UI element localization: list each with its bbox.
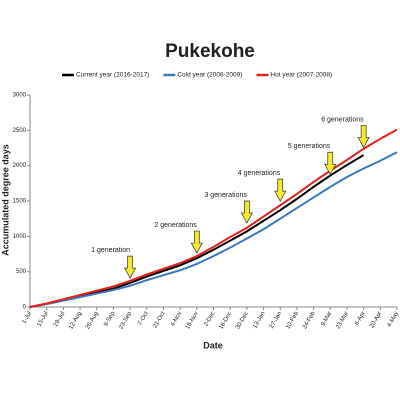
annotation-arrow [240, 200, 253, 224]
x-tick-label: 9-Sep [103, 310, 117, 327]
x-tick-label: 30-Dec [235, 311, 250, 331]
annotation-arrow [274, 178, 287, 202]
x-tick-label: 2-Dec [203, 311, 216, 328]
x-tick-label: 15-Jul [36, 311, 49, 328]
legend-label: Cold year (2008-2009) [177, 72, 242, 79]
y-tick-label: 2500 [13, 128, 27, 134]
x-axis-label: Date [203, 340, 223, 350]
series-line [29, 151, 398, 308]
x-tick-label: 9-Mar [320, 311, 333, 328]
x-tick-label: 10-Feb [285, 310, 300, 330]
annotation-label: 3 generations [204, 192, 247, 199]
x-tick-label: 6-Apr [354, 311, 367, 327]
annotation-arrow [324, 151, 337, 175]
x-tick-label: 23-Mar [335, 311, 350, 330]
x-tick-label: 21-Oct [152, 311, 166, 330]
chart-title: Pukekohe [165, 41, 255, 62]
y-tick-label: 2000 [13, 163, 27, 169]
x-tick-label: 13-Jan [252, 311, 266, 330]
y-tick-label: 3000 [13, 93, 27, 99]
annotation-arrow [357, 125, 370, 149]
x-tick-label: 4-Nov [170, 311, 183, 328]
y-tick-label: 1500 [13, 199, 27, 205]
x-tick-label: 4-May [387, 311, 400, 328]
annotation-label: 4 generations [238, 170, 281, 177]
annotation-label: 5 generations [288, 143, 331, 150]
annotation-label: 1 generation [91, 247, 130, 254]
x-tick-label: 7-Oct [137, 311, 150, 327]
y-tick-label: 0 [23, 305, 27, 311]
x-tick-label: 18-Nov [185, 311, 200, 331]
x-tick-label: 20-Apr [369, 311, 383, 330]
annotation-label: 2 generations [154, 222, 197, 229]
annotation-arrow [190, 230, 203, 254]
annotation-label: 6 generations [321, 116, 364, 123]
x-tick-label: 29-Jul [53, 311, 66, 328]
x-tick-label: 27-Jan [269, 311, 283, 330]
y-axis-label: Accumulated degree days [0, 144, 10, 256]
y-tick-label: 1000 [13, 234, 27, 240]
x-tick-label: 16-Dec [218, 311, 233, 331]
annotation-arrow [123, 255, 137, 279]
x-tick-label: 23-Sep [118, 310, 133, 330]
series-line [29, 128, 398, 308]
legend-label: Hot year (2007-2008) [270, 72, 332, 79]
x-tick-label: 12-Aug [68, 311, 83, 331]
x-tick-label: 1-Jul [21, 311, 33, 325]
legend-label: Current year (2016-2017) [76, 72, 149, 79]
x-tick-label: 26-Aug [85, 311, 100, 331]
y-tick-label: 500 [16, 269, 27, 275]
x-tick-label: 24-Feb [302, 310, 317, 330]
